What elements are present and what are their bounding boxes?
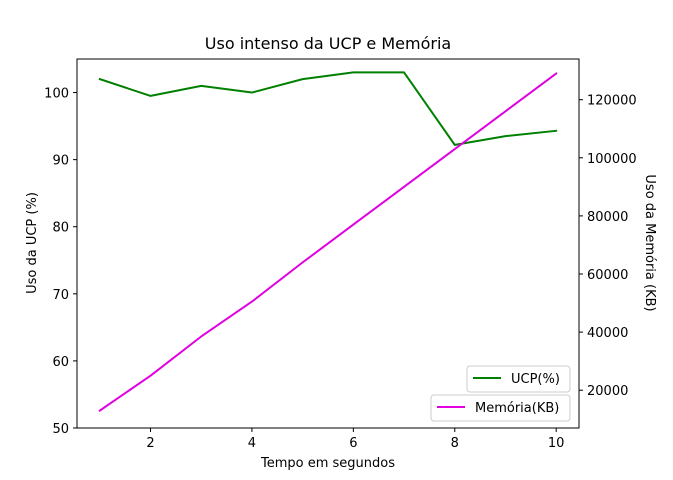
x-tick-label: 4 (248, 436, 256, 451)
y-right-tick-label: 100000 (587, 152, 637, 167)
legend-ucp-label: UCP(%) (511, 372, 560, 387)
y-left-tick-label: 50 (52, 422, 69, 437)
x-tick-label: 10 (548, 436, 565, 451)
y-right-tick-label: 80000 (587, 210, 628, 225)
y-right-tick-label: 60000 (587, 268, 628, 283)
series-line-ucp (98, 71, 558, 146)
x-axis: 2 4 6 8 10 (146, 428, 564, 451)
legend-mem-label: Memória(KB) (475, 401, 559, 416)
y-left-tick-label: 80 (52, 221, 69, 236)
legend-mem: Memória(KB) (430, 394, 571, 422)
y-right-tick-label: 120000 (587, 94, 637, 109)
legend-ucp-box (466, 365, 571, 393)
plot-lines (98, 71, 558, 412)
y-left-tick-label: 70 (52, 288, 69, 303)
x-axis-label: Tempo em segundos (260, 456, 395, 471)
y-right-tick-label: 40000 (587, 326, 628, 341)
legend-ucp: UCP(%) (466, 365, 571, 393)
y-axis-left: 50 60 70 80 90 100 (44, 87, 77, 437)
y-axis-right-label: Uso da Memória (KB) (642, 174, 657, 311)
y-left-tick-label: 60 (52, 355, 69, 370)
plot-frame (76, 58, 580, 429)
y-left-tick-label: 100 (44, 87, 69, 102)
y-axis-right: 20000 40000 60000 80000 100000 120000 (579, 94, 637, 399)
y-left-tick-label: 90 (52, 154, 69, 169)
x-tick-label: 6 (349, 436, 357, 451)
y-axis-left-label: Uso da UCP (%) (25, 192, 40, 294)
x-tick-label: 8 (451, 436, 459, 451)
x-tick-label: 2 (146, 436, 154, 451)
chart-title: Uso intenso da UCP e Memória (205, 34, 451, 53)
legend-mem-box (430, 394, 571, 422)
series-line-memoria (98, 72, 558, 412)
y-right-tick-label: 20000 (587, 384, 628, 399)
